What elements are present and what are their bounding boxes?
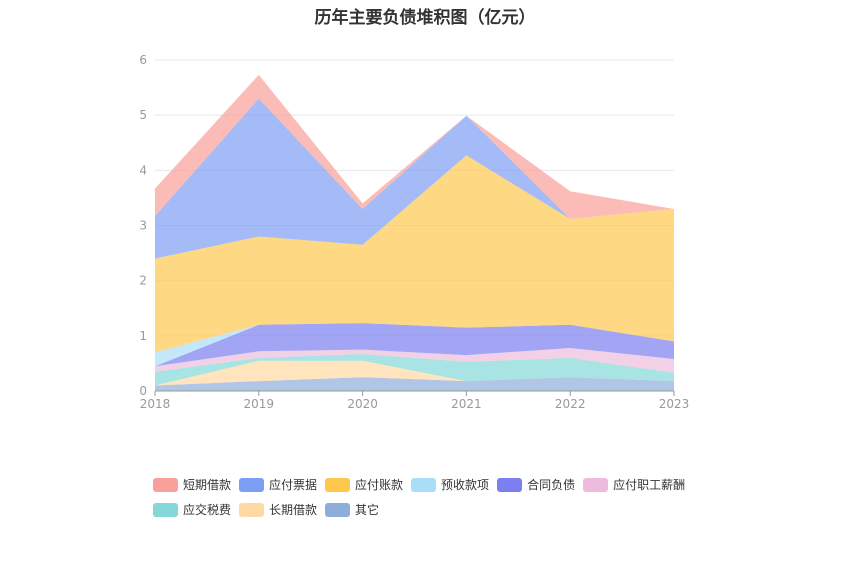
legend-swatch: [411, 477, 437, 492]
legend: 短期借款 应付票据 应付账款 预收款项 合同负债 应付职工薪酬应交税费 长期借款 其它: [153, 476, 713, 518]
legend-item[interactable]: 其它: [325, 501, 379, 518]
legend-item[interactable]: 合同负债: [497, 476, 575, 493]
legend-swatch: [153, 477, 178, 492]
legend-swatch: [497, 477, 523, 492]
area-series-4[interactable]: [155, 323, 674, 367]
area-series-8[interactable]: [155, 74, 674, 219]
x-tick-label: 2019: [244, 397, 275, 411]
x-tick-label: 2018: [140, 397, 171, 411]
y-tick-label: 6: [139, 53, 147, 67]
legend-swatch: [239, 477, 265, 492]
legend-swatch: [325, 477, 351, 492]
legend-label: 其它: [355, 503, 380, 517]
legend-item[interactable]: 应付职工薪酬: [583, 476, 685, 493]
legend-item[interactable]: 应交税费: [153, 501, 231, 518]
y-tick-label: 1: [139, 329, 147, 343]
y-tick-label: 4: [139, 163, 147, 177]
x-tick-label: 2022: [555, 397, 586, 411]
x-tick-label: 2023: [659, 397, 690, 411]
area-series-7[interactable]: [155, 98, 674, 259]
legend-label: 长期借款: [269, 503, 318, 517]
legend-label: 合同负债: [527, 478, 576, 492]
legend-item[interactable]: 短期借款: [153, 476, 231, 493]
area-series-1[interactable]: [155, 360, 674, 386]
x-tick-label: 2021: [451, 397, 482, 411]
area-series-3[interactable]: [155, 348, 674, 373]
x-tick-label: 2020: [347, 397, 378, 411]
legend-swatch: [239, 502, 265, 517]
legend-label: 应付票据: [269, 478, 318, 492]
legend-item[interactable]: 应付账款: [325, 476, 403, 493]
y-tick-label: 3: [139, 219, 147, 233]
legend-item[interactable]: 应付票据: [239, 476, 317, 493]
chart-title: 历年主要负债堆积图（亿元）: [314, 8, 536, 28]
y-tick-label: 0: [139, 384, 147, 398]
legend-swatch: [583, 477, 609, 492]
legend-label: 应交税费: [183, 503, 232, 517]
legend-label: 应付账款: [355, 478, 404, 492]
area-series-6[interactable]: [155, 155, 674, 353]
y-tick-label: 2: [139, 274, 147, 288]
legend-swatch: [325, 502, 351, 517]
y-tick-label: 5: [139, 108, 147, 122]
legend-label: 应付职工薪酬: [613, 478, 686, 492]
legend-item[interactable]: 长期借款: [239, 501, 317, 518]
legend-label: 短期借款: [183, 478, 232, 492]
legend-item[interactable]: 预收款项: [411, 476, 489, 493]
legend-swatch: [153, 502, 178, 517]
area-series-0[interactable]: [155, 377, 674, 391]
legend-label: 预收款项: [441, 478, 490, 492]
area-series-2[interactable]: [155, 354, 674, 386]
